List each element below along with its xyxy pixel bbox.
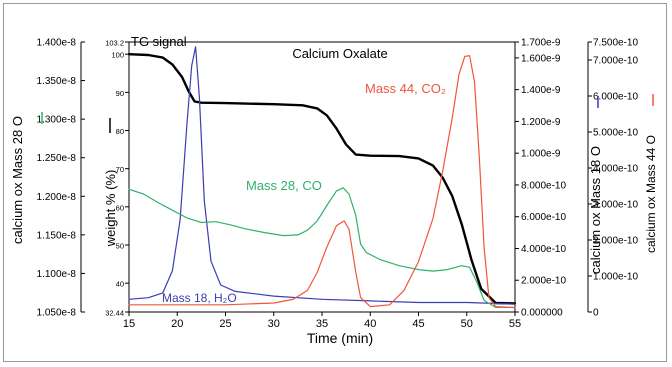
y-tick-label-mass44: 7.500e-10 (593, 38, 638, 49)
y-tick-label-mass18: 1.000e-9 (521, 149, 561, 160)
y-tick-label-weight: 103.2 (105, 39, 124, 48)
y-axis-label-mass44: calcium ox Mass 44 O (644, 135, 658, 253)
y-axis-label-weight: weight % (%) (103, 170, 118, 248)
y-tick-label-mass28: 1.400e-8 (37, 38, 77, 49)
x-tick-label: 20 (171, 318, 183, 330)
series-line-mass28 (128, 187, 516, 308)
series-line-weight (127, 53, 517, 305)
y-tick-label-weight: 60 (116, 203, 124, 212)
y-tick-label-mass18: 6.000e-10 (521, 212, 566, 223)
annotation-mass-28: Mass 28, CO (246, 178, 322, 193)
y-tick-label-mass18: 1.400e-9 (521, 85, 561, 96)
plot-frame (128, 41, 516, 313)
y-tick-label-mass28: 1.250e-8 (37, 153, 77, 164)
y-tick-label-mass28: 1.350e-8 (37, 76, 77, 87)
x-tick-label: 45 (412, 318, 424, 330)
x-tick-label: 30 (268, 318, 280, 330)
y-tick-label-weight: 90 (116, 89, 124, 98)
y-tick-label-weight: 70 (116, 165, 124, 174)
y-axis-label-mass28: calcium ox Mass 28 O (10, 116, 25, 244)
y-tick-label-mass28: 1.200e-8 (37, 192, 77, 203)
y-tick-label-mass18: 0.000000 (521, 308, 563, 319)
y-tick-label-mass44: 5.000e-10 (593, 128, 638, 139)
series-line-mass44 (128, 55, 516, 309)
y-tick-label-mass28: 1.150e-8 (37, 230, 77, 241)
x-tick-label: 25 (219, 318, 231, 330)
series-line-mass18 (128, 46, 516, 305)
y-tick-label-mass44: 7.000e-10 (593, 56, 638, 67)
chart-frame (3, 3, 667, 362)
y-tick-label-mass28: 1.050e-8 (37, 308, 77, 319)
annotation-mass-18: Mass 18, H₂O (162, 291, 237, 305)
x-axis-label: Time (min) (307, 330, 373, 346)
y-tick-label-weight: 100 (111, 51, 124, 60)
y-axis-label-mass18: calcium ox Mass 18 O (588, 146, 603, 274)
y-tick-label-mass44: 2.000e-10 (593, 236, 638, 247)
y-tick-label-mass18: 2.000e-10 (521, 276, 566, 287)
y-tick-label-mass44: 6.000e-10 (593, 92, 638, 103)
y-tick-label-mass18: 1.600e-9 (521, 53, 561, 64)
annotation-mass-44: Mass 44, CO₂ (365, 81, 446, 96)
y-tick-label-mass18: 1.700e-9 (521, 38, 561, 49)
y-tick-label-mass44: 1.000e-10 (593, 272, 638, 283)
y-tick-label-mass28: 1.100e-8 (37, 269, 77, 280)
x-tick-label: 55 (509, 318, 521, 330)
y-tick-label-weight: 32.44 (105, 309, 124, 318)
y-tick-label-weight: 80 (116, 127, 124, 136)
chart-title: Calcium Oxalate (292, 46, 387, 61)
x-tick-label: 15 (123, 318, 135, 330)
x-tick-label: 35 (316, 318, 328, 330)
y-tick-label-weight: 50 (116, 241, 124, 250)
y-tick-label-mass28: 1.300e-8 (37, 115, 77, 126)
y-tick-label-mass18: 4.000e-10 (521, 244, 566, 255)
y-tick-label-mass18: 1.200e-9 (521, 117, 561, 128)
y-tick-label-mass44: 0 (593, 308, 599, 319)
x-tick-label: 40 (364, 318, 376, 330)
annotation-tg-signal: TG signal (131, 34, 187, 49)
y-tick-label-mass44: 3.000e-10 (593, 200, 638, 211)
y-tick-label-mass18: 8.000e-10 (521, 180, 566, 191)
x-tick-label: 50 (461, 318, 473, 330)
y-tick-label-weight: 40 (116, 280, 124, 289)
y-tick-label-mass44: 4.000e-10 (593, 164, 638, 175)
